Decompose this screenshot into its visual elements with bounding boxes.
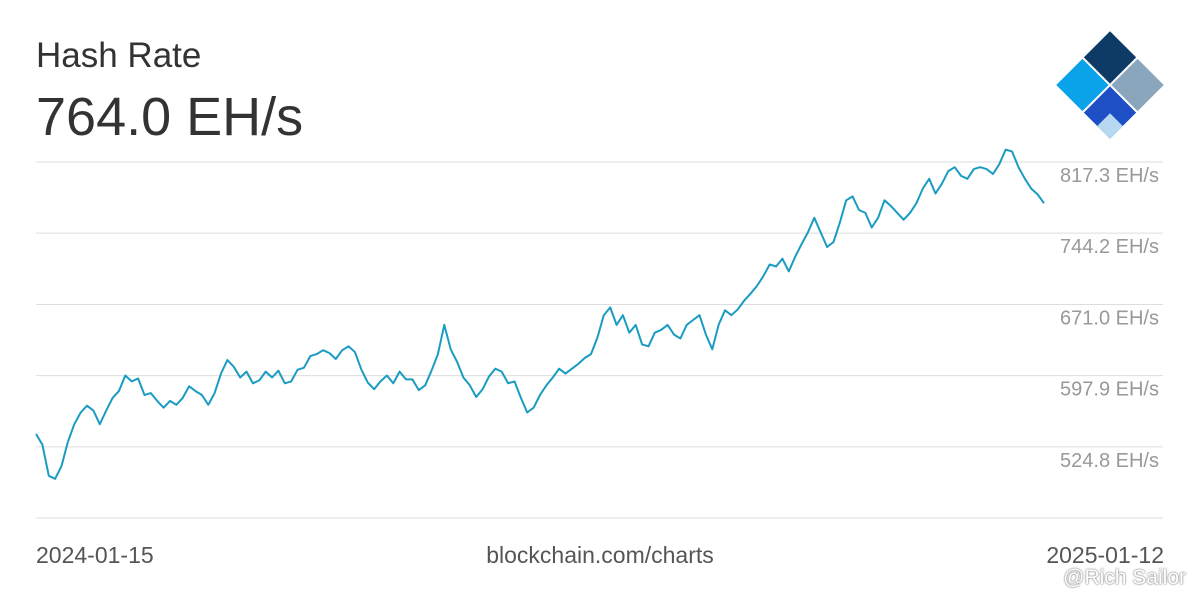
current-value: 764.0 EH/s	[36, 87, 304, 147]
logo-tile-blue	[1083, 86, 1137, 139]
blockchain-logo-icon	[1056, 31, 1164, 139]
chart-title: Hash Rate	[36, 36, 202, 75]
hash-rate-series-line	[35, 148, 1045, 480]
y-axis-ticks: 524.8 EH/s 597.9 EH/s 671.0 EH/s 744.2 EH/s…	[1060, 165, 1159, 472]
x-axis-start-date: 2024-01-15	[36, 542, 154, 568]
y-tick-label: 597.9 EH/s	[1060, 379, 1159, 401]
chart-grid	[36, 161, 1163, 519]
y-tick-label: 744.2 EH/s	[1060, 236, 1159, 258]
source-link[interactable]: blockchain.com/charts	[486, 542, 714, 568]
x-axis-end-date: 2025-01-12	[1046, 542, 1164, 568]
y-tick-label: 671.0 EH/s	[1060, 307, 1159, 329]
y-tick-label: 817.3 EH/s	[1060, 165, 1159, 187]
watermark-text: @Rich Sailor	[1063, 566, 1186, 589]
logo-tile-dark	[1083, 31, 1137, 84]
y-tick-label: 524.8 EH/s	[1060, 450, 1159, 472]
